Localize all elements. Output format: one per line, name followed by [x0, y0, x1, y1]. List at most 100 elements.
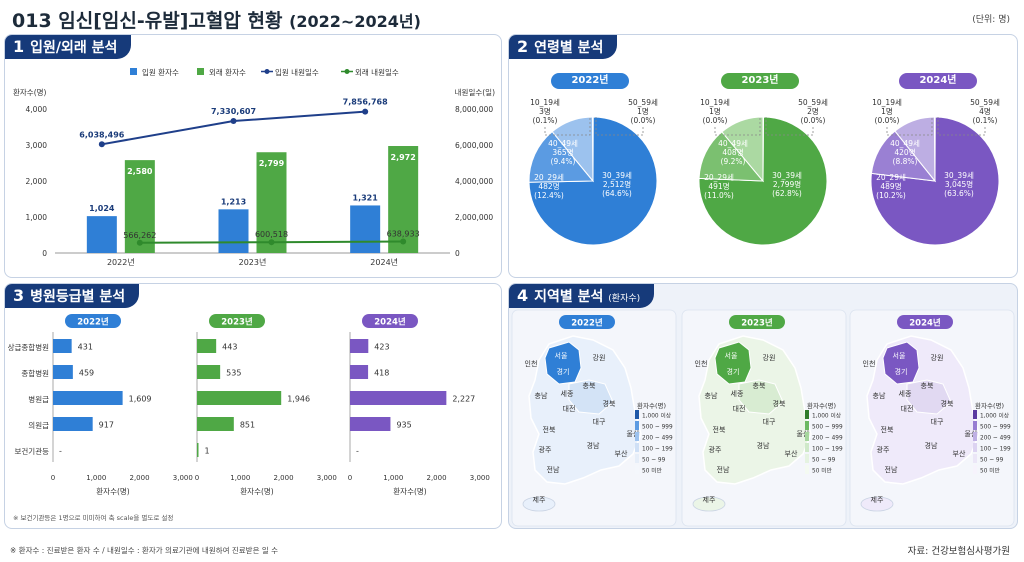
bar-data-label: 1,946	[287, 395, 310, 404]
svg-text:20_29세: 20_29세	[704, 173, 734, 182]
svg-text:40_49세: 40_49세	[890, 139, 920, 148]
x-axis-label: 환자수(명)	[96, 486, 130, 496]
year-pill-2023: 2023년	[721, 73, 799, 89]
panel-hospital-grade: 3 병원등급별 분석 상급종합병원 종합병원 병원급 의원급 보건기관등 2022년 431 4…	[4, 283, 502, 529]
panel-title: 3 병원등급별 분석	[5, 284, 140, 308]
line-data-label: 7,856,768	[343, 98, 388, 107]
x-tick-label: 2022년	[107, 257, 135, 267]
svg-text:30_39세: 30_39세	[944, 171, 974, 180]
panel-title: 2 연령별 분석	[509, 35, 618, 59]
region-label: 충남	[535, 391, 548, 400]
legend-label: 1,000 이상	[642, 412, 672, 420]
legend-item-1: 외래 환자수	[197, 67, 246, 77]
legend-label: 입원 내원일수	[275, 68, 319, 77]
region-label: 강원	[763, 353, 776, 362]
year-pill	[559, 315, 615, 329]
svg-text:2명: 2명	[807, 106, 819, 116]
svg-text:(9.4%): (9.4%)	[551, 157, 576, 166]
svg-text:(0.0%): (0.0%)	[703, 116, 728, 125]
pie-slice	[528, 116, 658, 246]
line-point	[362, 108, 369, 115]
panel-title: 1 입원/외래 분석	[5, 35, 132, 59]
x-tick-label: 3,000	[317, 474, 337, 482]
leader-line	[937, 117, 986, 136]
region-label: 제주	[871, 496, 884, 504]
year-pill-2024: 2024년	[899, 73, 977, 89]
pie-slice	[870, 116, 1000, 246]
x-tick-label: 3,000	[470, 474, 490, 482]
legend-title: 환자수(명)	[975, 401, 1004, 410]
legend-swatch	[805, 432, 809, 441]
legend-label: 50 ~ 99	[980, 458, 1004, 464]
svg-text:482명: 482명	[538, 181, 559, 191]
y-tick-label: 1,000	[26, 213, 48, 222]
legend-label: 100 ~ 199	[812, 447, 843, 453]
panel-title: 4 지역별 분석 (환자수)	[509, 284, 655, 308]
legend-label: 외래 내원일수	[355, 67, 399, 77]
region-label: 충북	[753, 381, 766, 390]
category-label: 상급종합병원	[8, 342, 49, 352]
legend-label: 50 미만	[642, 467, 663, 475]
line-data-label: 6,038,496	[79, 130, 124, 139]
legend-swatch	[635, 454, 639, 463]
year-pill-label: 2024년	[909, 318, 941, 329]
jeju-shape	[522, 496, 556, 512]
y-tick-label: 4,000	[26, 105, 48, 114]
bar-outpatient	[256, 152, 287, 253]
region-label: 서울	[893, 351, 906, 360]
year-pill-label: 2024년	[374, 317, 406, 328]
svg-text:(0.1%): (0.1%)	[533, 116, 558, 125]
jeju-shape	[692, 496, 726, 512]
svg-text:1명: 1명	[881, 106, 893, 116]
svg-text:1명: 1명	[709, 106, 721, 116]
bar-data-label: 1,321	[353, 193, 379, 202]
year-pill	[897, 315, 953, 329]
region-label: 서울	[555, 351, 568, 360]
legend-label: 500 ~ 999	[812, 425, 843, 431]
y-tick-label: 0	[42, 249, 47, 258]
legend-label: 500 ~ 999	[980, 425, 1011, 431]
svg-text:20_29세: 20_29세	[876, 173, 906, 182]
bar-data-label: 2,799	[259, 159, 285, 168]
bar-data-label: 917	[99, 421, 114, 430]
bar-outpatient	[124, 160, 155, 253]
bar-data-label: 2,580	[127, 167, 153, 176]
region-label: 경남	[757, 441, 770, 450]
legend-swatch	[973, 454, 977, 463]
x-tick-label: 0	[51, 474, 55, 482]
svg-text:50_59세: 50_59세	[798, 98, 828, 107]
bar	[350, 417, 391, 431]
metro-region	[882, 341, 920, 385]
region-label: 울산	[797, 429, 810, 438]
x-tick-label: 1,000	[383, 474, 403, 482]
svg-text:10_19세: 10_19세	[872, 98, 902, 107]
central-region	[568, 379, 614, 415]
svg-text:(0.0%): (0.0%)	[875, 116, 900, 125]
svg-text:1명: 1명	[637, 106, 649, 116]
region-label: 전남	[717, 465, 730, 474]
region-label: 충북	[921, 381, 934, 390]
legend-item-2: 입원 내원일수	[261, 68, 319, 77]
svg-text:2,799명: 2,799명	[773, 179, 801, 189]
region-label: 세종	[899, 389, 912, 398]
region-label: 인천	[525, 359, 538, 368]
central-region	[906, 379, 952, 415]
legend-label: 200 ~ 499	[642, 436, 673, 442]
legend-swatch	[805, 421, 809, 430]
svg-text:491명: 491명	[708, 181, 729, 191]
legend-swatch	[805, 465, 809, 474]
region-label: 충남	[705, 391, 718, 400]
svg-text:(10.2%): (10.2%)	[876, 191, 906, 200]
x-tick-label: 1,000	[86, 474, 106, 482]
region-label: 경기	[557, 367, 570, 376]
bar-inpatient	[218, 209, 249, 253]
svg-text:(9.2%): (9.2%)	[721, 157, 746, 166]
x-axis-label: 환자수(명)	[240, 486, 274, 496]
